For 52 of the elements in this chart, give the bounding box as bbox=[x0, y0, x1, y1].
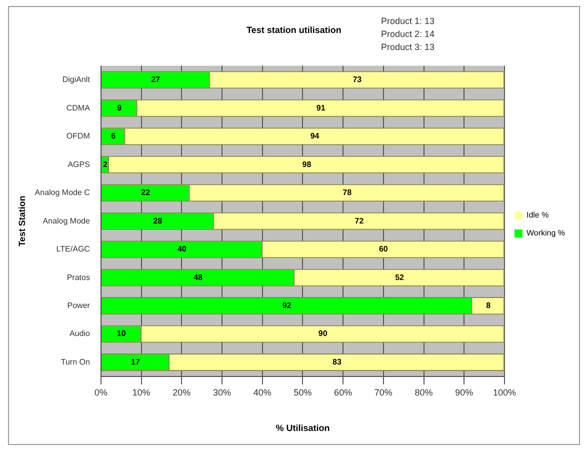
data-label: 9 bbox=[117, 103, 122, 112]
data-label: 83 bbox=[332, 357, 342, 366]
y-tick-label: Power bbox=[67, 301, 90, 310]
data-label: 8 bbox=[486, 301, 492, 310]
y-tick-label: OFDM bbox=[66, 132, 90, 141]
x-tick-label: 40% bbox=[253, 387, 272, 398]
data-label: 98 bbox=[302, 160, 312, 169]
data-label: 27 bbox=[151, 75, 161, 84]
text: Product 2: 14 bbox=[381, 28, 435, 41]
data-label: 73 bbox=[352, 75, 362, 84]
x-tick-label: 70% bbox=[374, 387, 392, 398]
legend-label: Idle % bbox=[526, 210, 549, 220]
y-tick-label: Audio bbox=[69, 329, 90, 338]
data-label: 6 bbox=[111, 132, 116, 141]
data-label: 22 bbox=[141, 188, 151, 198]
x-tick-label: 100% bbox=[492, 387, 516, 398]
y-tick-label: Pratos bbox=[66, 272, 90, 282]
x-tick-label: 0% bbox=[94, 387, 108, 398]
data-label: 52 bbox=[395, 272, 405, 282]
y-tick-label: Analog Mode bbox=[42, 216, 90, 226]
data-label: 10 bbox=[116, 329, 126, 338]
data-label: 40 bbox=[177, 244, 187, 254]
y-axis-title: Test Station bbox=[16, 196, 27, 247]
x-tick-label: 30% bbox=[212, 387, 232, 398]
y-tick-label: DigiAnlt bbox=[62, 75, 91, 84]
data-label: 2 bbox=[103, 160, 108, 169]
x-tick-label: 20% bbox=[172, 387, 191, 398]
data-label: 92 bbox=[282, 301, 292, 310]
data-label: 17 bbox=[131, 357, 140, 366]
y-tick-label: Turn On bbox=[60, 357, 90, 366]
data-label: 91 bbox=[316, 103, 326, 112]
text: Product 1: 13 bbox=[381, 15, 435, 28]
data-label: 90 bbox=[318, 329, 328, 338]
x-tick-label: 50% bbox=[294, 387, 312, 398]
x-axis-title: % Utilisation bbox=[276, 423, 330, 434]
x-tick-label: 10% bbox=[132, 387, 150, 398]
data-label: 94 bbox=[310, 132, 320, 141]
x-tick-label: 80% bbox=[414, 387, 433, 398]
y-tick-label: CDMA bbox=[66, 103, 91, 112]
data-label: 78 bbox=[342, 188, 352, 198]
text: Product 3: 13 bbox=[381, 41, 435, 54]
chart-title: Test station utilisation bbox=[246, 24, 342, 35]
legend-label: Working % bbox=[526, 228, 565, 238]
y-tick-label: AGPS bbox=[68, 160, 90, 169]
data-label: 72 bbox=[354, 216, 364, 226]
data-label: 28 bbox=[153, 216, 163, 226]
x-tick-label: 90% bbox=[455, 387, 474, 398]
y-tick-label: LTE/AGC bbox=[56, 244, 90, 254]
x-tick-label: 60% bbox=[334, 387, 352, 398]
y-tick-label: Analog Mode C bbox=[34, 188, 90, 198]
data-label: 48 bbox=[194, 272, 204, 282]
data-label: 60 bbox=[378, 244, 388, 254]
